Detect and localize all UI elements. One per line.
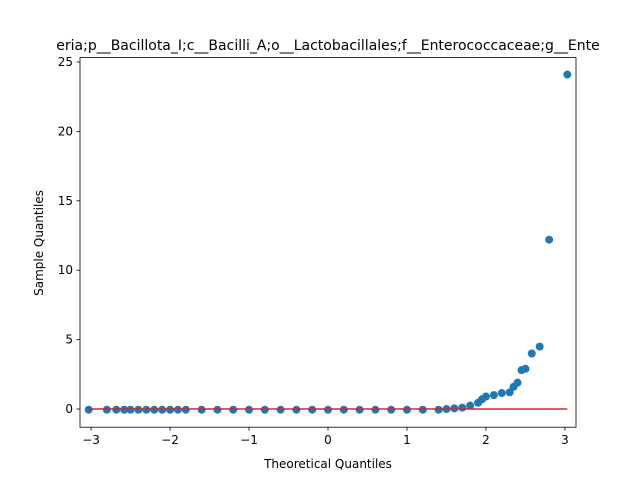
plot-frame	[79, 57, 577, 428]
point	[489, 391, 498, 400]
point	[563, 70, 572, 79]
chart-title: eria;p__Bacillota_I;c__Bacilli_A;o__Lact…	[56, 38, 599, 54]
x-tick-label: −3	[82, 433, 100, 447]
y-tick-label: 25	[58, 55, 73, 69]
x-tick-label: 1	[403, 433, 411, 447]
point	[505, 388, 514, 397]
point	[513, 378, 522, 387]
point	[521, 364, 530, 373]
point	[497, 389, 506, 398]
y-tick-label: 10	[58, 263, 73, 277]
x-axis-label: Theoretical Quantiles	[263, 457, 392, 471]
x-tick-label: 0	[324, 433, 332, 447]
x-tick-label: −1	[240, 433, 258, 447]
y-tick-label: 15	[58, 194, 73, 208]
x-tick-label: 2	[482, 433, 490, 447]
y-tick-label: 20	[58, 124, 73, 138]
point	[458, 403, 467, 412]
y-tick-label: 0	[65, 402, 73, 416]
y-tick-label: 5	[65, 333, 73, 347]
point	[466, 401, 475, 410]
point	[481, 392, 490, 401]
x-tick-label: −2	[161, 433, 179, 447]
point	[545, 235, 554, 244]
y-axis-label: Sample Quantiles	[32, 190, 46, 296]
point	[527, 349, 536, 358]
point	[535, 342, 544, 351]
x-tick-label: 3	[561, 433, 569, 447]
